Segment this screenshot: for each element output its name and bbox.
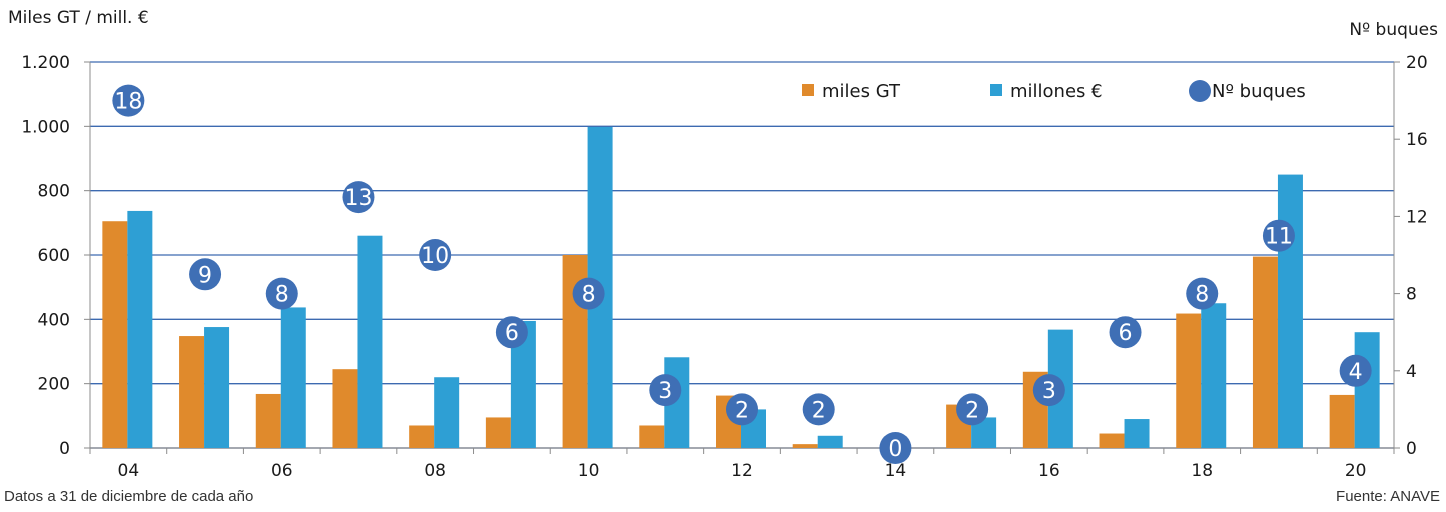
ship-count-marker [265, 277, 298, 310]
right-tick-label: 20 [1406, 53, 1428, 73]
legend-miles-gt-label: miles GT [822, 81, 901, 102]
legend-millones-eur-swatch [990, 84, 1002, 96]
ship-count-label: 0 [888, 437, 902, 462]
ship-count-marker [1186, 277, 1219, 310]
ship-count-label: 6 [1119, 321, 1133, 346]
ship-count-marker [802, 393, 835, 426]
ship-count-marker [1032, 374, 1065, 407]
bar-miles-gt [639, 425, 665, 448]
bar-miles-gt [1252, 256, 1278, 448]
ship-count-marker [1262, 219, 1295, 252]
ship-count-label: 2 [812, 398, 826, 423]
bar-miles-gt [332, 369, 358, 448]
left-tick-label: 0 [59, 439, 70, 459]
left-tick-label: 200 [38, 375, 70, 395]
left-tick-label: 1.000 [21, 117, 70, 137]
ship-count-label: 2 [965, 398, 979, 423]
x-tick-label: 20 [1345, 461, 1367, 481]
right-tick-label: 12 [1406, 207, 1428, 227]
ship-count-label: 13 [344, 186, 372, 211]
bar-miles-gt [179, 336, 205, 448]
ship-count-label: 3 [1042, 379, 1056, 404]
ship-count-marker [1109, 316, 1142, 349]
left-tick-label: 1.200 [21, 53, 70, 73]
legend-miles-gt-swatch [802, 84, 814, 96]
right-tick-label: 8 [1406, 285, 1417, 305]
ship-count-marker [189, 258, 222, 291]
ship-count-marker [342, 181, 375, 214]
legend-millones-eur-label: millones € [1010, 81, 1103, 102]
right-axis-title: Nº buques [1349, 20, 1438, 40]
ship-count-marker [726, 393, 758, 426]
x-tick-label: 04 [118, 461, 140, 481]
ship-count-label: 18 [114, 90, 142, 115]
x-tick-label: 18 [1191, 461, 1213, 481]
data-date-note: Datos a 31 de diciembre de cada año [4, 488, 254, 505]
left-tick-label: 600 [38, 246, 70, 266]
legend-num-buques-swatch [1189, 80, 1211, 102]
ship-count-label: 4 [1349, 360, 1363, 385]
bar-millones-eur [1277, 174, 1303, 449]
bar-millones-eur [204, 327, 230, 448]
ship-count-label: 3 [658, 379, 672, 404]
x-tick-label: 08 [424, 461, 446, 481]
left-axis-title: Miles GT / mill. € [8, 8, 149, 28]
bar-miles-gt [409, 425, 435, 448]
bar-miles-gt [485, 417, 511, 448]
ship-count-marker [956, 393, 989, 426]
x-tick-label: 16 [1038, 461, 1060, 481]
bar-millones-eur [1124, 419, 1150, 448]
right-tick-label: 16 [1406, 130, 1428, 150]
left-tick-label: 800 [38, 182, 70, 202]
ship-count-label: 8 [1195, 283, 1209, 308]
bar-miles-gt [1176, 313, 1202, 448]
ship-count-marker [572, 277, 605, 310]
bar-millones-eur [1354, 332, 1380, 448]
right-tick-label: 4 [1406, 362, 1417, 382]
bar-millones-eur [1201, 303, 1227, 448]
bar-miles-gt [1329, 394, 1355, 448]
bar-millones-eur [434, 377, 460, 448]
ship-count-marker [419, 239, 452, 271]
bar-miles-gt [1099, 433, 1125, 448]
bar-millones-eur [280, 307, 306, 448]
ship-count-marker [112, 84, 145, 117]
right-tick-label: 0 [1406, 439, 1417, 459]
ship-count-label: 8 [275, 283, 289, 308]
bar-millones-eur [817, 435, 843, 448]
legend-num-buques-label: Nº buques [1212, 81, 1306, 102]
ship-count-label: 9 [198, 263, 212, 288]
ship-count-label: 2 [735, 398, 749, 423]
ship-count-label: 8 [582, 283, 596, 308]
ship-count-label: 10 [421, 244, 449, 269]
ship-count-marker [649, 374, 682, 407]
bar-millones-eur [127, 210, 153, 448]
bar-miles-gt [102, 221, 128, 448]
bar-miles-gt [255, 393, 281, 448]
ship-count-marker [495, 316, 528, 349]
ship-count-label: 6 [505, 321, 519, 346]
x-tick-label: 06 [271, 461, 293, 481]
ship-count-label: 11 [1265, 225, 1293, 250]
bar-miles-gt [792, 444, 818, 448]
left-tick-label: 400 [38, 310, 70, 330]
source-note: Fuente: ANAVE [1336, 488, 1440, 505]
ship-count-marker [1339, 354, 1372, 387]
bar-millones-eur [357, 235, 383, 448]
x-tick-label: 10 [578, 461, 600, 481]
x-tick-label: 12 [731, 461, 753, 481]
x-tick-label: 14 [885, 461, 907, 481]
ship-count-marker [879, 432, 912, 464]
